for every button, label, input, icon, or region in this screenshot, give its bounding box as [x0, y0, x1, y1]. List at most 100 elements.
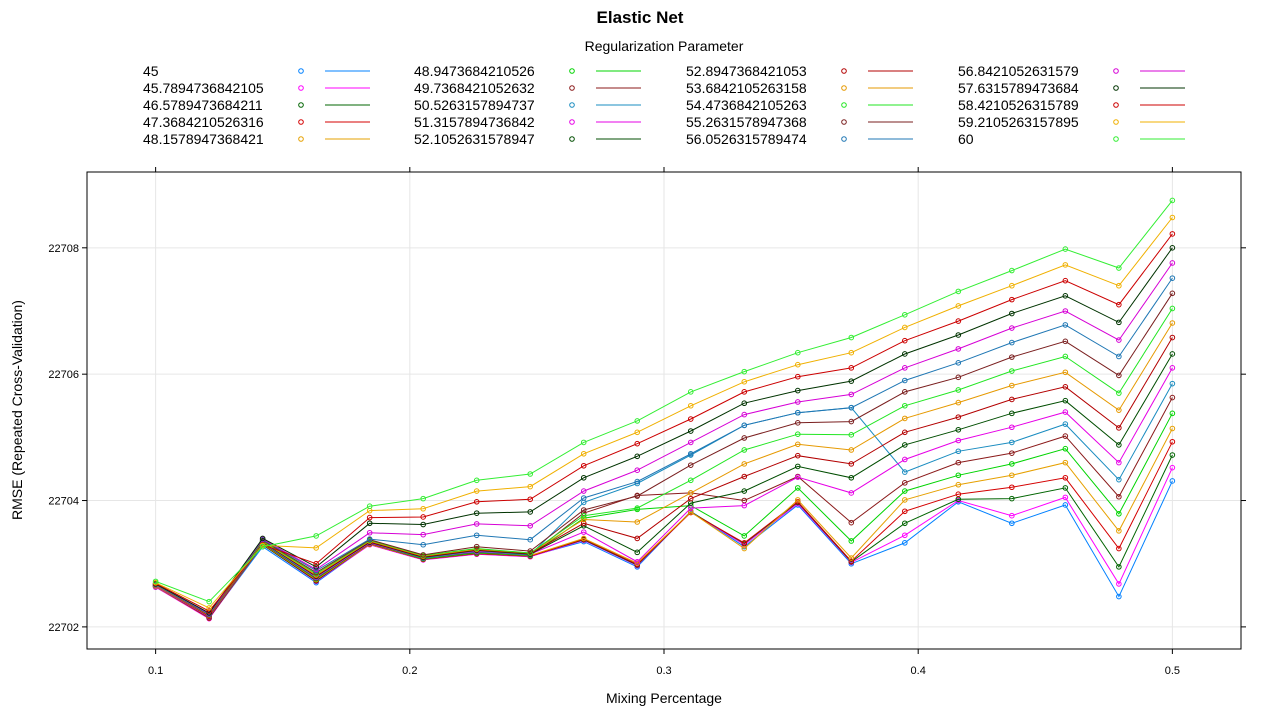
data-point	[634, 559, 641, 565]
legend-label: 56.8421052631579	[958, 63, 1079, 79]
data-point	[527, 509, 534, 515]
data-point	[848, 432, 855, 438]
x-tick-label: 0.1	[148, 665, 163, 677]
legend-item: 59.2105263157895	[958, 114, 1185, 130]
data-point	[741, 533, 748, 539]
series-line	[155, 337, 1173, 617]
legend-item: 46.5789473684211	[143, 97, 370, 113]
data-point	[902, 351, 908, 357]
legend-label: 51.3157894736842	[414, 114, 535, 130]
data-point	[848, 558, 855, 564]
data-point	[634, 440, 641, 447]
data-point	[955, 448, 962, 455]
data-point	[1116, 337, 1122, 343]
legend-marker	[841, 119, 847, 125]
series-line	[155, 233, 1173, 612]
data-point	[1116, 593, 1122, 600]
data-point	[1169, 425, 1176, 432]
legend-marker	[1113, 68, 1119, 74]
data-point	[473, 510, 480, 516]
data-point	[1009, 282, 1015, 289]
data-point	[1009, 450, 1015, 456]
legend-label: 55.2631578947368	[686, 114, 807, 130]
data-point	[1116, 528, 1122, 534]
data-point	[1116, 442, 1122, 448]
axes: 0.1 0.2 0.3 0.4 0.5 22702 22704 22706 22708	[48, 167, 1246, 677]
data-point	[1169, 334, 1176, 341]
data-point	[420, 521, 426, 528]
data-point	[741, 502, 748, 509]
legend: 4545.789473684210546.578947368421147.368…	[143, 63, 1185, 147]
legend-marker	[298, 102, 304, 108]
legend-marker	[298, 136, 304, 142]
data-point	[420, 505, 426, 512]
data-point	[1169, 231, 1176, 237]
data-point	[366, 514, 373, 521]
data-point	[206, 598, 212, 605]
data-point	[473, 477, 480, 484]
legend-label: 48.9473684210526	[414, 63, 535, 79]
data-point	[1169, 320, 1176, 326]
data-point	[902, 442, 908, 448]
data-point	[634, 478, 641, 485]
series-line	[155, 308, 1173, 616]
data-point	[1116, 425, 1122, 431]
data-point	[902, 429, 908, 436]
data-point	[1009, 424, 1015, 431]
data-point	[152, 578, 159, 585]
data-point	[955, 437, 962, 444]
data-point	[1009, 382, 1015, 389]
data-point	[1062, 397, 1069, 404]
data-point	[634, 418, 641, 424]
data-point	[848, 519, 855, 526]
data-point	[1062, 421, 1069, 427]
data-point	[794, 349, 801, 356]
legend-label: 60	[958, 131, 974, 147]
data-point	[955, 459, 962, 466]
legend-item: 45.7894736842105	[143, 80, 370, 96]
data-point	[1169, 464, 1176, 471]
data-point	[794, 463, 801, 470]
data-point	[902, 497, 908, 503]
data-point	[1169, 452, 1176, 458]
data-point	[1009, 310, 1015, 317]
data-point	[1009, 368, 1015, 374]
legend-item: 56.8421052631579	[958, 63, 1185, 79]
data-point	[687, 416, 694, 422]
data-point	[741, 411, 748, 418]
data-point	[634, 493, 641, 499]
legend-marker	[569, 68, 575, 74]
data-point	[741, 540, 748, 546]
data-point	[1116, 372, 1122, 379]
y-axis-label: RMSE (Repeated Cross-Validation)	[9, 300, 25, 520]
data-point	[1009, 296, 1015, 303]
data-point	[1062, 494, 1069, 501]
data-point	[527, 471, 534, 477]
data-point	[1116, 545, 1122, 552]
data-point	[794, 399, 801, 405]
data-point	[580, 512, 587, 519]
data-point	[1169, 305, 1176, 312]
series-layer	[152, 197, 1176, 622]
data-point	[1009, 461, 1015, 467]
x-tick-label: 0.3	[656, 665, 671, 677]
data-point	[902, 337, 908, 344]
data-point	[687, 477, 694, 484]
data-point	[420, 541, 426, 548]
series-14	[152, 275, 1176, 618]
data-point	[848, 555, 855, 561]
legend-marker	[569, 136, 575, 142]
data-point	[259, 535, 266, 542]
legend-marker	[569, 102, 575, 108]
legend-item: 54.4736842105263	[686, 97, 913, 113]
data-point	[741, 447, 748, 453]
series-line	[155, 353, 1173, 617]
data-point	[366, 529, 373, 536]
data-point	[473, 543, 480, 550]
legend-marker	[298, 85, 304, 91]
data-point	[955, 288, 962, 295]
data-point	[848, 447, 855, 453]
legend-item: 57.6315789473684	[958, 80, 1185, 96]
legend-label: 59.2105263157895	[958, 114, 1079, 130]
data-point	[1062, 445, 1069, 452]
